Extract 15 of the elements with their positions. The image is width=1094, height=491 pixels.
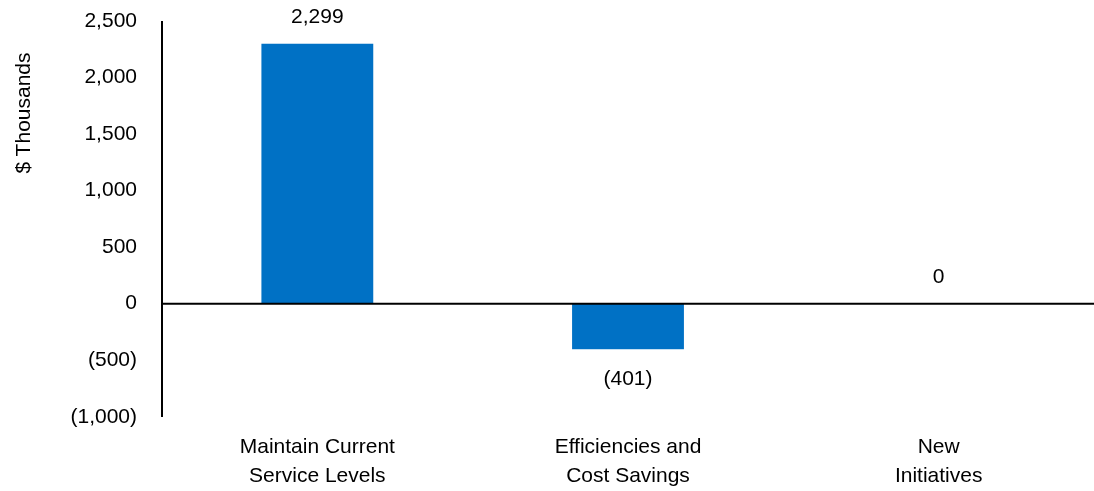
- data-label: (401): [603, 365, 653, 389]
- y-tick-label: 1,500: [84, 120, 137, 144]
- x-tick-label: New Initiatives: [894, 433, 983, 486]
- y-tick-label: 1,000: [84, 177, 137, 201]
- y-tick-label: 2,500: [84, 7, 137, 31]
- x-tick-label: Maintain Current Service Levels: [239, 433, 396, 486]
- x-tick-label: Efficiencies and Cost Savings: [554, 433, 702, 486]
- y-tick-label: (1,000): [70, 403, 137, 427]
- y-tick-label: 0: [125, 290, 137, 314]
- data-label: 0: [932, 264, 945, 288]
- data-label: 2,299: [291, 4, 344, 28]
- y-axis-title: $ Thousands: [10, 52, 34, 174]
- y-tick-label: (500): [87, 346, 137, 370]
- y-tick-label: 2,000: [84, 64, 137, 88]
- y-tick-label: 500: [101, 233, 137, 257]
